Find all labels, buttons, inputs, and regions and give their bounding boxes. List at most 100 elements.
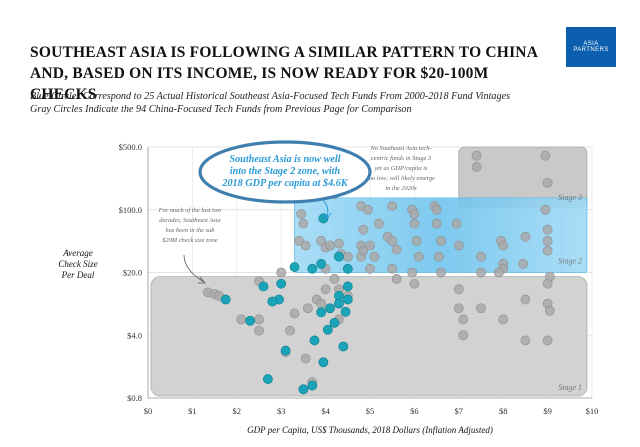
china-fund-point	[300, 353, 311, 364]
china-fund-point	[540, 204, 551, 215]
x-tick-label: $7	[455, 406, 464, 416]
subtitle: Blue Circles Correspond to 25 Actual His…	[30, 90, 510, 116]
sea-fund-point	[325, 303, 335, 314]
china-fund-point	[409, 208, 420, 219]
sea-fund-point	[258, 281, 269, 292]
china-fund-point	[276, 267, 287, 278]
china-fund-point	[289, 308, 300, 319]
china-fund-point	[409, 218, 420, 229]
china-fund-point	[518, 258, 529, 269]
sea-fund-point	[338, 341, 349, 352]
china-fund-point	[391, 244, 402, 255]
left-annotation-arrowhead	[198, 276, 206, 284]
sea-fund-point	[245, 315, 256, 326]
china-fund-point	[334, 238, 344, 249]
china-fund-point	[542, 278, 553, 289]
right-annotation-line: too low; will likely emerge	[367, 175, 435, 182]
china-fund-point	[431, 204, 442, 215]
china-fund-point	[453, 240, 464, 251]
china-fund-point	[453, 284, 464, 295]
x-tick-label: $4	[321, 406, 330, 416]
right-annotation-line: yet as GDP/capita is	[373, 165, 428, 172]
x-axis-label: GDP per Capita, US$ Thousands, 2018 Doll…	[247, 425, 493, 435]
callout-text-line: 2018 GDP per capita at $4.6K	[221, 178, 348, 189]
x-tick-label: $8	[499, 406, 508, 416]
china-fund-point	[365, 263, 375, 274]
china-fund-point	[329, 273, 340, 284]
china-fund-point	[387, 201, 398, 211]
y-axis-label-line: Average	[63, 248, 93, 258]
china-fund-point	[520, 294, 531, 305]
x-tick-label: $0	[144, 406, 153, 416]
china-fund-point	[411, 235, 422, 246]
x-tick-label: $6	[410, 406, 419, 416]
right-annotation-line: in the 2020s	[385, 185, 417, 192]
china-fund-point	[365, 240, 375, 251]
china-fund-point	[387, 235, 398, 246]
sea-fund-point	[220, 294, 231, 305]
sea-fund-point	[322, 324, 333, 335]
china-fund-point	[520, 231, 531, 242]
china-fund-point	[409, 278, 420, 289]
left-annotation-arrow	[183, 254, 205, 283]
y-tick-label: $0.8	[127, 393, 142, 403]
y-axis-label: Average Check Size Per Deal	[48, 248, 108, 281]
subtitle-line-1: Blue Circles Correspond to 25 Actual His…	[30, 91, 511, 102]
china-fund-point	[254, 325, 264, 336]
sea-fund-point	[276, 278, 287, 289]
sea-fund-point	[267, 296, 278, 307]
china-fund-point	[458, 330, 469, 341]
china-fund-point	[542, 335, 553, 346]
sea-fund-point	[280, 345, 291, 356]
y-tick-label: $500.0	[119, 142, 142, 152]
left-annotation-line: has been in the sub	[166, 227, 215, 234]
china-fund-point	[493, 267, 504, 278]
sea-fund-point	[316, 307, 327, 318]
china-fund-point	[476, 267, 486, 278]
sea-fund-point	[334, 298, 344, 309]
left-annotation-line: For much of the last two	[158, 207, 222, 214]
china-fund-point	[358, 245, 369, 256]
china-fund-point	[391, 273, 402, 284]
sea-fund-point	[316, 258, 327, 269]
china-fund-point	[471, 150, 482, 161]
x-tick-label: $5	[366, 406, 375, 416]
china-fund-point	[413, 251, 424, 262]
right-annotation-line: No Southeast Asia tech-	[369, 145, 431, 152]
left-annotation-line: decades, Southeast Asia	[159, 217, 220, 224]
x-tick-label: $9	[543, 406, 552, 416]
china-fund-point	[316, 298, 327, 309]
china-fund-point	[362, 204, 373, 215]
x-tick-label: $2	[233, 406, 242, 416]
china-fund-point	[451, 218, 462, 229]
sea-fund-point	[262, 374, 273, 384]
stage-2-label: Stage 2	[558, 257, 582, 266]
y-axis-label-line: Per Deal	[61, 270, 95, 280]
china-fund-point	[433, 251, 444, 262]
china-fund-point	[436, 235, 446, 246]
china-fund-point	[471, 162, 482, 172]
callout-arrowhead	[323, 212, 332, 220]
china-fund-point	[542, 245, 553, 256]
sea-fund-point	[289, 262, 300, 272]
asia-partners-logo: ASIA PARTNERS	[566, 27, 616, 67]
title-line-2: AND, BASED ON ITS INCOME, IS NOW READY F…	[30, 65, 489, 103]
china-fund-point	[520, 335, 531, 346]
china-fund-point	[302, 303, 313, 314]
y-tick-label: $20.0	[123, 268, 142, 278]
china-fund-point	[476, 303, 486, 314]
china-fund-point	[453, 303, 464, 314]
x-tick-label: $3	[277, 406, 286, 416]
sea-fund-point	[329, 317, 340, 328]
china-fund-point	[298, 218, 309, 229]
china-fund-point	[498, 240, 509, 251]
china-fund-point	[476, 251, 486, 262]
china-fund-point	[542, 177, 553, 188]
y-tick-label: $100.0	[119, 205, 142, 215]
china-fund-point	[342, 251, 353, 262]
subtitle-line-2: Gray Circles Indicate the 94 China-Focus…	[30, 104, 412, 115]
stage-3-label: Stage 3	[558, 193, 582, 202]
y-axis-label-line: Check Size	[58, 259, 98, 269]
title-line-1: SOUTHEAST ASIA IS FOLLOWING A SIMILAR PA…	[30, 44, 539, 61]
sea-fund-point	[342, 263, 353, 274]
